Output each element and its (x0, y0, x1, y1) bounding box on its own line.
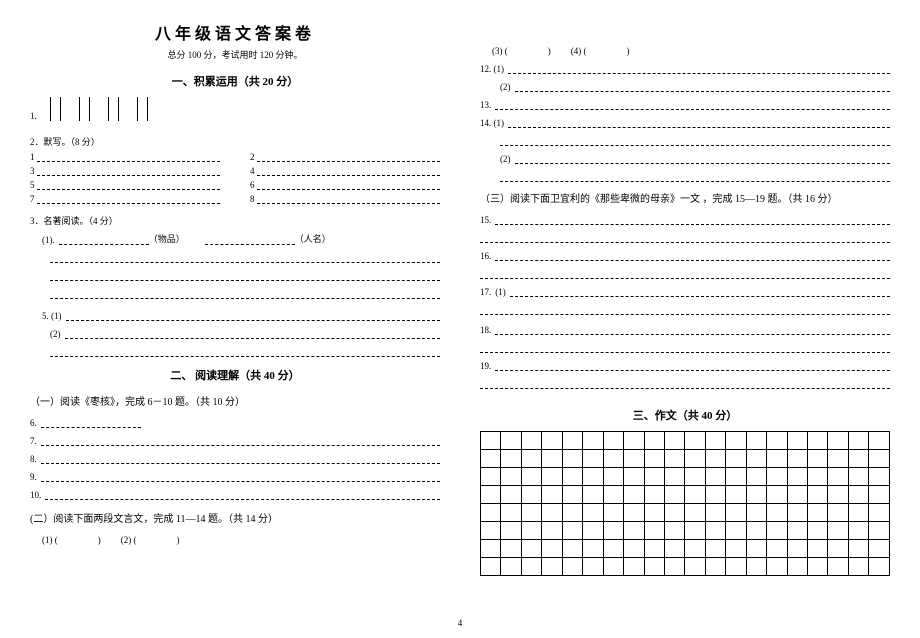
essay-grid (480, 431, 890, 576)
section2-sub-c: （三）阅读下面卫宜利的《那些卑微的母亲》一文 ，完成 15—19 题。（共 16… (480, 190, 890, 205)
q11-row2: (3) () (4) () (480, 42, 890, 56)
q17-line (480, 301, 890, 315)
q3-name-label: （人名） (295, 232, 331, 245)
section2-sub-a: （一）阅读《枣核》，完成 6－10 题。（共 10 分） (30, 393, 440, 408)
q15-line (480, 229, 890, 243)
q14-line (480, 132, 890, 146)
fill-row-2: 3 4 (30, 166, 440, 176)
section2-head: 二、 阅读理解（共 40 分） (30, 367, 440, 383)
q12-1-row: 12. (1) (480, 60, 890, 74)
q14-2-line (480, 168, 890, 182)
q16-row: 16. (480, 247, 890, 261)
q18-row: 18. (480, 321, 890, 335)
essay-grid-container (480, 431, 890, 576)
section3-head: 三、作文（共 40 分） (480, 407, 890, 423)
q18-line (480, 339, 890, 353)
q17-row: 17. (1) (480, 283, 890, 297)
q14-1-row: 14. (1) (480, 114, 890, 128)
q5-line-b (30, 343, 440, 357)
q2-head: 2．默写。（8 分） (30, 135, 440, 148)
q9-row: 9. (30, 468, 440, 482)
q15-row: 15. (480, 211, 890, 225)
left-column: 八年级语文答案卷 总分 100 分，考试用时 120 分钟。 一、积累运用（共 … (30, 20, 440, 600)
q8-row: 8. (30, 450, 440, 464)
q5-1-row: 5. (1) (30, 307, 440, 321)
q3-line-c (30, 285, 440, 299)
q5-2-row: (2) (30, 325, 440, 339)
q1-row: 1. (30, 97, 440, 121)
section2-sub-b: (二）阅读下面两段文言文，完成 11—14 题。（共 14 分） (30, 510, 440, 525)
q6-row: 6. (30, 414, 440, 428)
fill-row-1: 1 2 (30, 152, 440, 162)
q1-num: 1. (30, 111, 37, 121)
q16-line (480, 265, 890, 279)
answer-box-group (47, 97, 151, 121)
q3-1-row: (1). （物品） （人名） (30, 231, 440, 245)
q3-item-label: （物品） (149, 232, 185, 245)
q14-2-row: (2) (480, 150, 890, 164)
fill-row-3: 5 6 (30, 180, 440, 190)
fill-row-4: 7 8 (30, 194, 440, 204)
q13-row: 13. (480, 96, 890, 110)
answer-sheet-page: 八年级语文答案卷 总分 100 分，考试用时 120 分钟。 一、积累运用（共 … (30, 20, 890, 600)
q7-row: 7. (30, 432, 440, 446)
q3-head: 3．名著阅读。（4 分） (30, 214, 440, 227)
page-subtitle: 总分 100 分，考试用时 120 分钟。 (30, 48, 440, 61)
q3-line-b (30, 267, 440, 281)
section1-head: 一、积累运用（共 20 分） (30, 73, 440, 89)
q10-row: 10. (30, 486, 440, 500)
page-title: 八年级语文答案卷 (30, 20, 440, 44)
right-column: (3) () (4) () 12. (1) (2) 13. 14. (1) (2… (480, 20, 890, 600)
q3-line-a (30, 249, 440, 263)
q19-row: 19. (480, 357, 890, 371)
q11-row1: (1) () (2) () (30, 531, 440, 545)
page-number: 4 (458, 618, 463, 628)
q19-line (480, 375, 890, 389)
q12-2-row: (2) (480, 78, 890, 92)
